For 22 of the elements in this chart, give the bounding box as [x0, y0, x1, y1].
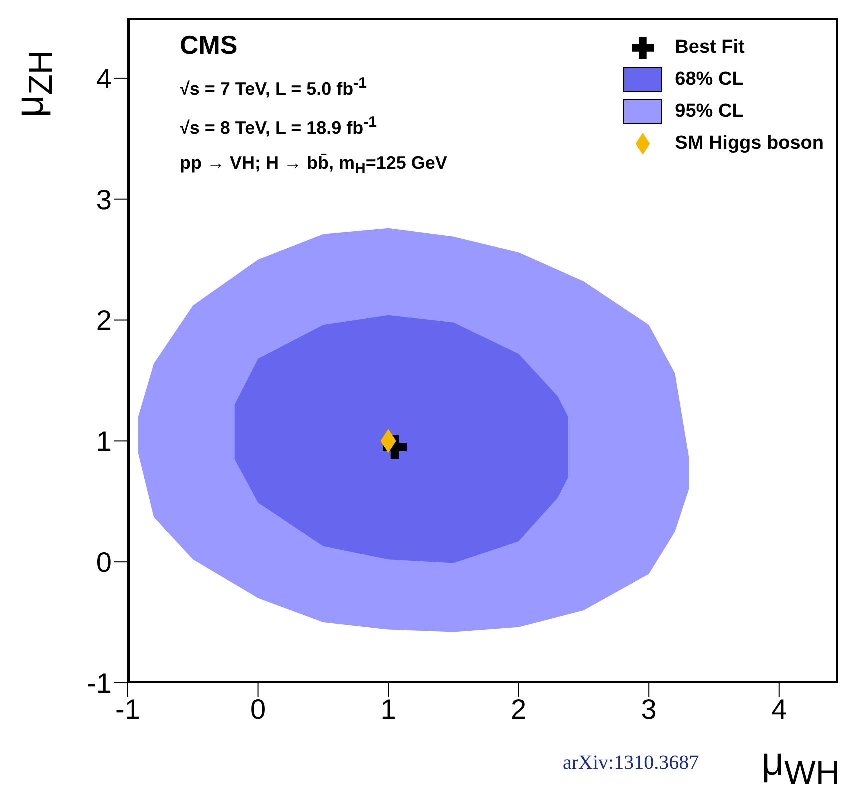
annotation: √s = 8 TeV, L = 18.9 fb$^{-1}$ — [180, 114, 378, 139]
x-tick-label: 2 — [511, 694, 527, 725]
y-tick-label: 1 — [96, 426, 112, 458]
legend-label: 68% CL — [675, 69, 744, 91]
text: arXiv:1310.3687 — [563, 752, 700, 775]
legend-label: SM Higgs boson — [675, 133, 824, 155]
y-tick-label: 0 — [96, 547, 112, 578]
y-tick-label: 2 — [96, 305, 112, 336]
y-tick-label: 3 — [96, 184, 112, 216]
legend-label: Best Fit — [675, 37, 745, 59]
annotation: pp → VH; H → bb̄, m$_{H}$=125 GeV — [180, 153, 448, 178]
x-axis-title: μ$_{WH}$ — [761, 740, 840, 793]
legend-label: 95% CL — [675, 101, 744, 123]
y-tick-label: -1 — [87, 668, 112, 699]
annotation: CMS — [180, 30, 239, 61]
y-tick-label: 4 — [96, 63, 112, 94]
x-tick-label: 3 — [641, 694, 657, 725]
x-tick-label: 4 — [772, 694, 788, 725]
x-tick-label: 0 — [250, 694, 266, 725]
x-tick-label: -1 — [116, 694, 140, 725]
annotation: √s = 7 TeV, L = 5.0 fb$^{-1}$ — [180, 75, 368, 100]
x-tick-label: 1 — [380, 694, 396, 725]
